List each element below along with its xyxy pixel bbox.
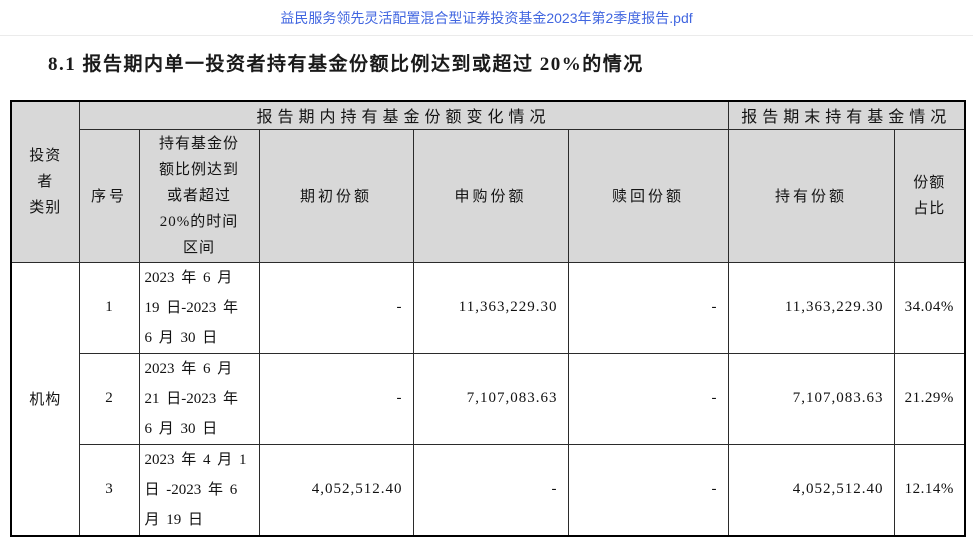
group-header-period-end: 报告期末持有基金情况 xyxy=(727,100,966,130)
group-header-period-change: 报告期内持有基金份额变化情况 xyxy=(78,100,729,130)
holding-shares-cell: 7,107,083.63 xyxy=(727,352,895,445)
redeem-shares-cell: - xyxy=(567,261,729,354)
header-row-columns: 序号 持有基金份 额比例达到 或者超过 20%的时间 区间 期初份额 申购份额 … xyxy=(11,128,966,263)
share-ratio-cell: 12.14% xyxy=(893,443,966,536)
section-heading: 8.1 报告期内单一投资者持有基金份额比例达到或超过 20%的情况 xyxy=(48,54,644,75)
table-row: 2 2023 年 6 月 21 日-2023 年 6 月 30 日 - 7,10… xyxy=(11,352,966,445)
period-cell: 2023 年 6 月 21 日-2023 年 6 月 30 日 xyxy=(138,352,260,445)
period-cell: 2023 年 4 月 1 日 -2023 年 6 月 19 日 xyxy=(138,443,260,536)
seq-cell: 2 xyxy=(78,352,140,445)
share-ratio-cell: 34.04% xyxy=(893,261,966,354)
col-header-investor-type: 投资 者 类别 xyxy=(10,100,80,263)
document-title-link[interactable]: 益民服务领先灵活配置混合型证券投资基金2023年第2季度报告.pdf xyxy=(280,9,693,26)
col-header-holding-shares: 持有份额 xyxy=(727,128,895,263)
purchase-shares-cell: 11,363,229.30 xyxy=(412,261,569,354)
period-cell: 2023 年 6 月 19 日-2023 年 6 月 30 日 xyxy=(138,261,260,354)
single-investor-holdings-table: 投资 者 类别 报告期内持有基金份额变化情况 报告期末持有基金情况 序号 持有基… xyxy=(10,100,967,537)
seq-cell: 3 xyxy=(78,443,140,536)
holding-shares-cell: 11,363,229.30 xyxy=(727,261,895,354)
col-header-purchase-shares: 申购份额 xyxy=(412,128,569,263)
col-header-period: 持有基金份 额比例达到 或者超过 20%的时间 区间 xyxy=(138,128,260,263)
col-header-seq: 序号 xyxy=(78,128,140,263)
share-ratio-cell: 21.29% xyxy=(893,352,966,445)
table-row: 3 2023 年 4 月 1 日 -2023 年 6 月 19 日 4,052,… xyxy=(11,443,966,536)
investor-category-cell: 机构 xyxy=(10,261,80,536)
begin-shares-cell: - xyxy=(258,352,414,445)
redeem-shares-cell: - xyxy=(567,352,729,445)
redeem-shares-cell: - xyxy=(567,443,729,536)
holding-shares-cell: 4,052,512.40 xyxy=(727,443,895,536)
col-header-begin-shares: 期初份额 xyxy=(258,128,414,263)
purchase-shares-cell: 7,107,083.63 xyxy=(412,352,569,445)
col-header-share-ratio: 份额 占比 xyxy=(893,128,966,263)
header-row-groups: 投资 者 类别 报告期内持有基金份额变化情况 报告期末持有基金情况 xyxy=(10,100,966,263)
col-header-redeem-shares: 赎回份额 xyxy=(567,128,729,263)
begin-shares-cell: - xyxy=(258,261,414,354)
viewer-titlebar: 益民服务领先灵活配置混合型证券投资基金2023年第2季度报告.pdf xyxy=(0,0,973,36)
purchase-shares-cell: - xyxy=(412,443,569,536)
seq-cell: 1 xyxy=(78,261,140,354)
begin-shares-cell: 4,052,512.40 xyxy=(258,443,414,536)
table-row: 机构 1 2023 年 6 月 19 日-2023 年 6 月 30 日 - 1… xyxy=(10,261,966,536)
